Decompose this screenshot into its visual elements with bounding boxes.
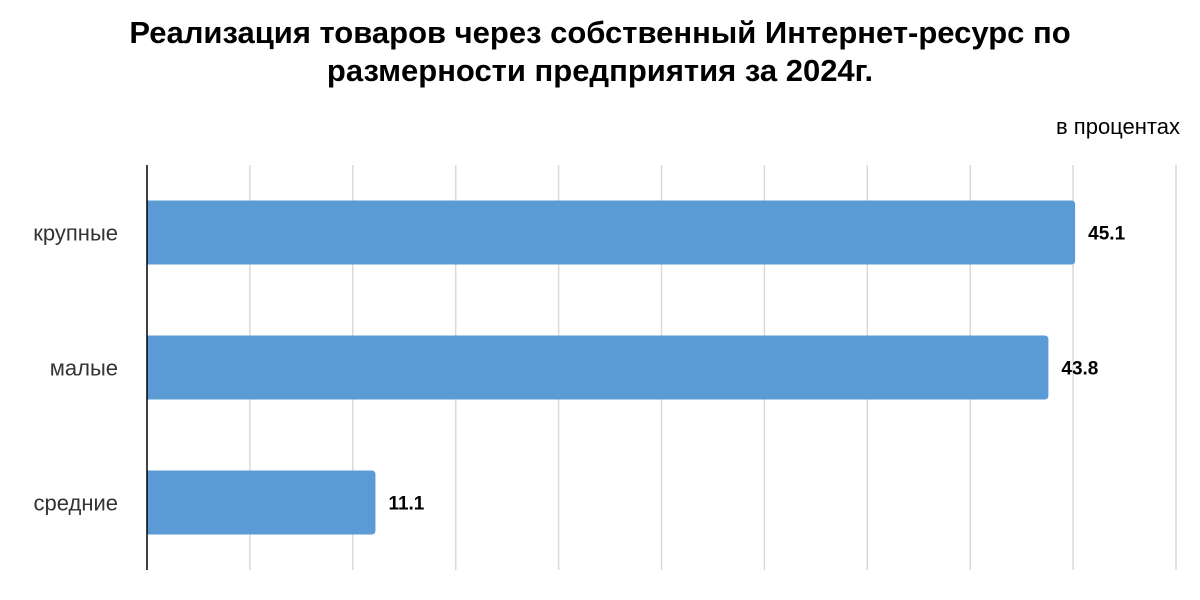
- y-tick-label: крупные: [33, 220, 118, 245]
- value-label: 45.1: [1088, 224, 1125, 245]
- bar: [147, 470, 376, 535]
- value-label: 11.1: [388, 494, 424, 515]
- bar: [147, 335, 1049, 400]
- y-tick-label: средние: [34, 490, 119, 515]
- y-tick-label: малые: [50, 355, 118, 380]
- value-label: 43.8: [1061, 359, 1098, 380]
- chart-title: Реализация товаров через собственный Инт…: [129, 15, 1071, 88]
- chart-subtitle: в процентах: [1056, 114, 1180, 139]
- bar: [147, 200, 1076, 265]
